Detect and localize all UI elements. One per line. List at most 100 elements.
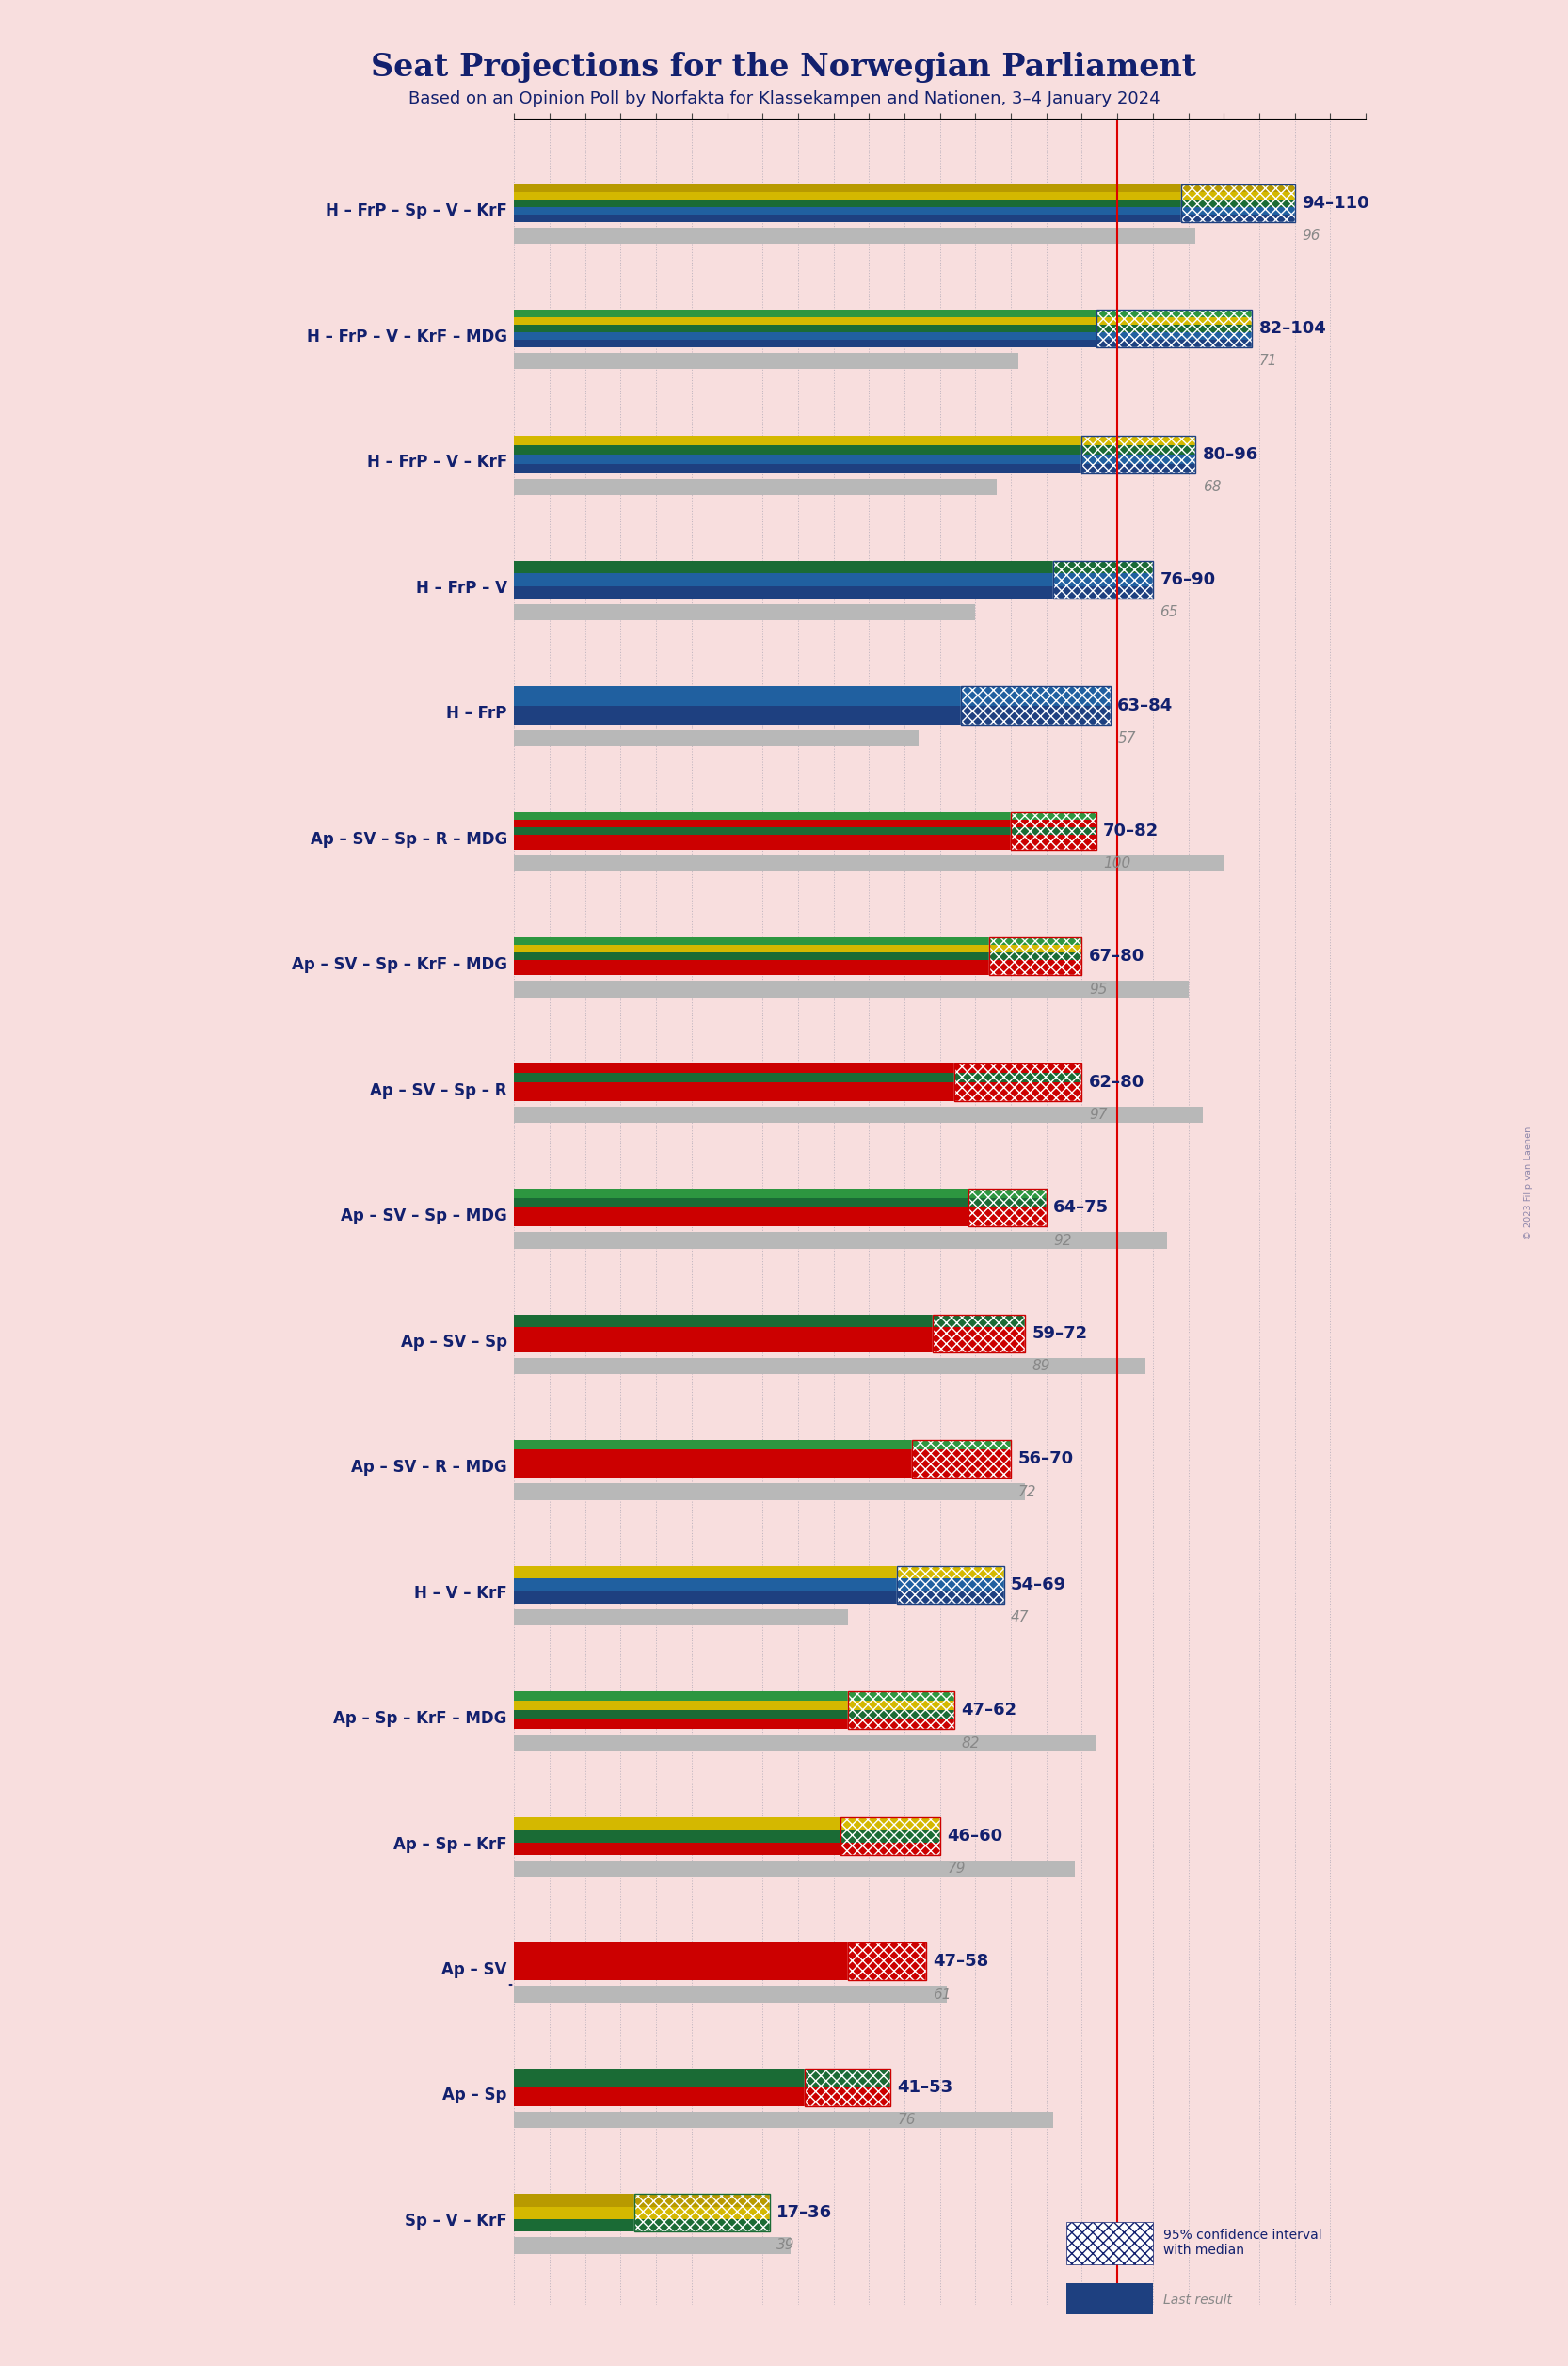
Bar [514,953,989,961]
Bar [933,1315,1025,1327]
Bar [514,1483,1025,1500]
Bar [1096,341,1253,348]
Bar [514,1460,911,1469]
Bar [840,1843,939,1855]
Text: Sp – V – KrF: Sp – V – KrF [405,2212,506,2229]
Text: Ap – SV – Sp – MDG: Ap – SV – Sp – MDG [340,1207,506,1226]
Text: Based on an Opinion Poll by Norfakta for Klassekampen and Nationen, 3–4 January : Based on an Opinion Poll by Norfakta for… [408,90,1160,106]
Text: 61: 61 [933,1987,952,2002]
Text: 67–80: 67–80 [1088,949,1145,965]
Bar [933,1339,1025,1353]
Text: Ap – Sp: Ap – Sp [442,2087,506,2103]
Bar [514,1107,1203,1124]
Bar [514,937,989,946]
Bar [514,1843,840,1855]
Text: H – FrP – V – KrF – MDG: H – FrP – V – KrF – MDG [307,329,506,345]
Text: Last result: Last result [1163,2293,1232,2307]
Text: 64–75: 64–75 [1054,1200,1109,1216]
Bar [514,1609,848,1625]
Text: 62–80: 62–80 [1088,1074,1145,1091]
Bar [969,1190,1046,1226]
Bar [514,1711,848,1720]
Bar [514,961,989,968]
Bar [961,705,1110,724]
Bar [514,1441,911,1450]
Bar [1011,812,1096,819]
Bar [514,1734,1096,1751]
Bar [1181,215,1295,222]
Bar [848,1942,925,1961]
Bar [514,686,961,705]
Bar [969,1190,1046,1226]
Bar [514,435,1082,445]
Bar [1082,445,1195,454]
Bar [955,1062,1082,1100]
Bar [933,1315,1025,1353]
Bar [514,729,919,745]
Bar [955,1072,1082,1081]
Text: 39: 39 [776,2238,795,2252]
Bar [1096,324,1253,331]
Bar [1181,185,1295,192]
Bar [514,2207,635,2219]
Bar [897,1578,1004,1590]
Bar [1011,828,1096,835]
Bar [840,1817,939,1829]
Text: Ap – SV – Sp – R: Ap – SV – Sp – R [370,1081,506,1098]
Bar [848,1942,925,1980]
Text: 56–70: 56–70 [1018,1450,1074,1467]
Bar [897,1566,1004,1604]
Text: H – FrP – V: H – FrP – V [416,580,506,596]
Bar [514,1216,969,1226]
Bar [514,1566,897,1578]
Bar [514,1469,911,1479]
Bar [514,1961,848,1980]
Bar [514,317,1096,324]
Bar [514,982,1189,998]
Text: 79: 79 [947,1862,966,1876]
Bar [635,2193,770,2207]
Bar [1011,835,1096,842]
Bar [514,1200,969,1209]
Bar [848,1720,955,1730]
Bar [848,1692,955,1701]
Bar [514,1860,1074,1876]
Bar [1054,573,1152,587]
Bar [514,2113,1054,2127]
Bar [1181,185,1295,222]
Bar [955,1081,1082,1091]
Text: Ap – Sp – KrF – MDG: Ap – Sp – KrF – MDG [334,1711,506,1727]
Bar [848,1701,955,1711]
Bar [840,1817,939,1855]
Text: 76–90: 76–90 [1160,570,1215,589]
Text: Seat Projections for the Norwegian Parliament: Seat Projections for the Norwegian Parli… [372,52,1196,83]
Bar [1011,812,1096,849]
Bar [514,185,1181,192]
Bar [514,445,1082,454]
Bar [635,2193,770,2231]
Bar [969,1200,1046,1209]
Text: Ap – SV – Sp – R – MDG: Ap – SV – Sp – R – MDG [310,830,506,847]
Bar [1011,842,1096,849]
Text: 100: 100 [1104,856,1131,871]
Bar [961,686,1110,705]
Bar [514,1829,840,1843]
Bar [514,1190,969,1200]
Bar [911,1441,1011,1450]
Bar [955,1091,1082,1100]
Bar [514,561,1054,573]
Bar [635,2193,770,2231]
Bar [911,1441,1011,1479]
Bar [911,1450,1011,1460]
Bar [955,1062,1082,1100]
Bar [911,1469,1011,1479]
Bar [1181,185,1295,222]
Bar [514,1072,955,1081]
Bar [514,2068,804,2087]
Bar [514,215,1181,222]
Bar [514,812,1011,819]
Bar [804,2068,891,2087]
Bar [514,1985,947,2002]
Text: 65: 65 [1160,606,1178,620]
Bar [989,968,1082,975]
